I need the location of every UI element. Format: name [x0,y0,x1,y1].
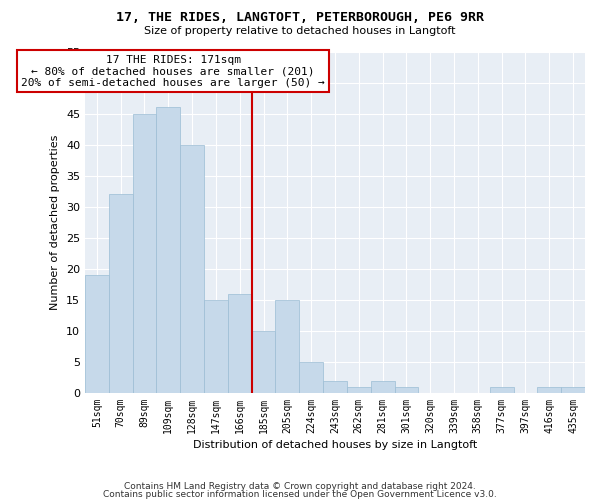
Bar [490,386,514,393]
Bar [228,294,251,393]
Bar [395,386,418,393]
Bar [323,380,347,393]
Text: Contains public sector information licensed under the Open Government Licence v3: Contains public sector information licen… [103,490,497,499]
Y-axis label: Number of detached properties: Number of detached properties [50,134,61,310]
Bar [299,362,323,393]
Text: Size of property relative to detached houses in Langtoft: Size of property relative to detached ho… [144,26,456,36]
Text: Contains HM Land Registry data © Crown copyright and database right 2024.: Contains HM Land Registry data © Crown c… [124,482,476,491]
Bar [561,386,585,393]
X-axis label: Distribution of detached houses by size in Langtoft: Distribution of detached houses by size … [193,440,477,450]
Text: 17, THE RIDES, LANGTOFT, PETERBOROUGH, PE6 9RR: 17, THE RIDES, LANGTOFT, PETERBOROUGH, P… [116,11,484,24]
Bar [180,144,204,393]
Bar [251,331,275,393]
Bar [109,194,133,393]
Bar [157,108,180,393]
Text: 17 THE RIDES: 171sqm
← 80% of detached houses are smaller (201)
20% of semi-deta: 17 THE RIDES: 171sqm ← 80% of detached h… [21,54,325,88]
Bar [347,386,371,393]
Bar [133,114,157,393]
Bar [371,380,395,393]
Bar [204,300,228,393]
Bar [85,275,109,393]
Bar [538,386,561,393]
Bar [275,300,299,393]
